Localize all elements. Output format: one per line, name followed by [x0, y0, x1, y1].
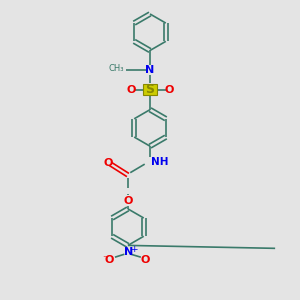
- Text: O: O: [123, 196, 133, 206]
- Text: CH₃: CH₃: [108, 64, 124, 73]
- Text: O: O: [105, 255, 114, 265]
- Text: O: O: [126, 85, 136, 94]
- Text: N: N: [146, 64, 154, 75]
- Text: NH: NH: [152, 157, 169, 167]
- Text: +: +: [130, 245, 138, 254]
- Text: ⁻: ⁻: [102, 254, 108, 265]
- Text: O: O: [103, 158, 112, 168]
- Text: S: S: [146, 83, 154, 96]
- Text: O: O: [164, 85, 174, 94]
- FancyBboxPatch shape: [143, 84, 157, 95]
- Text: O: O: [141, 255, 150, 265]
- Text: N: N: [124, 247, 134, 257]
